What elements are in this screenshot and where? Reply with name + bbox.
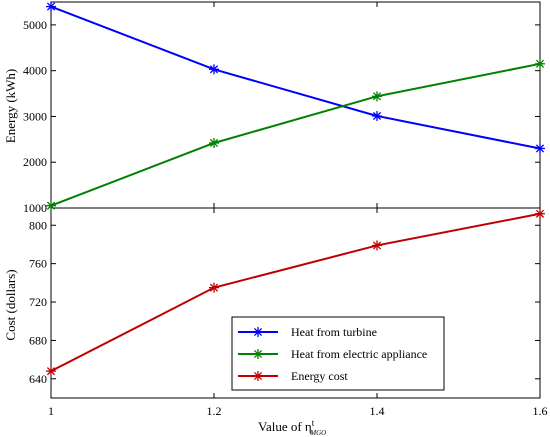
x-tick-label: 1.2 [207,404,222,418]
data-point [372,240,382,251]
series-line [50,5,541,150]
bottom-y-axis-label: Cost (dollars) [3,269,18,340]
y-tick-label: 800 [29,218,47,232]
y-tick-label: 720 [29,295,47,309]
x-tick-label: 1.4 [370,404,385,418]
y-tick-label: 5000 [23,18,47,32]
data-point [535,143,545,154]
data-point [535,58,545,69]
y-tick-label: 3000 [23,109,47,123]
x-tick-label: 1.6 [533,404,548,418]
x-axis-label: Value of ηt MGO [258,418,326,437]
data-point [46,200,56,211]
legend: Heat from turbine Heat from electric app… [231,316,445,391]
legend-marker [253,371,263,381]
data-point [209,64,219,75]
y-tick-label: 1000 [23,201,47,215]
data-point [535,208,545,219]
data-point [372,110,382,121]
series-line [50,212,541,373]
legend-label-energy-cost: Energy cost [291,369,348,383]
x-tick-label: 1 [48,404,54,418]
top-y-axis-label: Energy (kWh) [3,69,18,143]
data-point [46,366,56,377]
data-point [46,1,56,12]
y-tick-label: 640 [29,372,47,386]
legend-label-heat-turbine: Heat from turbine [291,325,377,339]
y-tick-label: 680 [29,333,47,347]
data-point [372,91,382,102]
y-tick-label: 2000 [23,155,47,169]
series-line [50,62,541,207]
legend-label-heat-electric: Heat from electric appliance [291,347,427,361]
bottom-plot-area [50,207,541,399]
legend-marker [253,327,263,337]
data-point [209,137,219,148]
legend-marker [253,349,263,359]
legend-item-energy-cost: Energy cost [238,369,348,383]
y-tick-label: 760 [29,257,47,271]
data-point [209,282,219,293]
legend-item-heat-turbine: Heat from turbine [238,325,377,339]
legend-item-heat-electric: Heat from electric appliance [238,347,427,361]
y-tick-label: 4000 [23,64,47,78]
